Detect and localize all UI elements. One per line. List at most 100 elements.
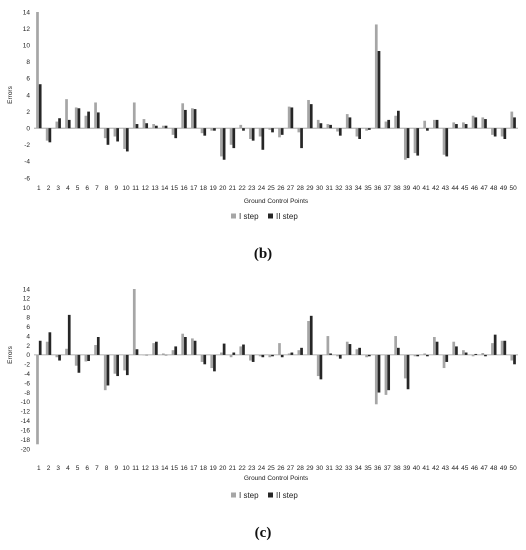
bar-i-step bbox=[307, 99, 310, 129]
x-tick-label: 29 bbox=[306, 465, 314, 472]
y-tick-label: 6 bbox=[26, 324, 30, 331]
x-tick-label: 11 bbox=[132, 465, 139, 472]
bar-ii-step bbox=[338, 354, 342, 359]
figure-caption: (c) bbox=[255, 525, 272, 541]
x-tick-label: 24 bbox=[258, 185, 266, 192]
bar-ii-step bbox=[493, 128, 497, 137]
bar-ii-step bbox=[116, 128, 119, 142]
legend-label: II step bbox=[276, 491, 298, 500]
bar-i-step bbox=[84, 354, 88, 362]
bar-i-step bbox=[181, 333, 185, 355]
bar-i-step bbox=[45, 341, 49, 355]
bar-ii-step bbox=[135, 349, 139, 355]
y-tick-label: 12 bbox=[23, 26, 31, 33]
legend: I step II step bbox=[231, 491, 298, 500]
bar-i-step bbox=[481, 353, 485, 355]
bar-i-step bbox=[278, 343, 281, 355]
bar-i-step bbox=[152, 343, 155, 355]
x-tick-label: 31 bbox=[326, 185, 334, 192]
y-tick-label: 2 bbox=[26, 109, 30, 116]
bar-i-step bbox=[210, 128, 214, 131]
x-tick-label: 37 bbox=[384, 185, 392, 192]
bar-i-step bbox=[297, 350, 301, 355]
bar-ii-step bbox=[455, 346, 458, 355]
bar-i-step bbox=[268, 128, 272, 130]
bar-ii-step bbox=[271, 354, 274, 357]
bar-i-step bbox=[433, 337, 436, 355]
x-tick-label: 10 bbox=[122, 185, 130, 192]
bar-ii-step bbox=[106, 354, 110, 386]
bar-i-step bbox=[384, 121, 388, 129]
x-tick-label: 48 bbox=[490, 185, 498, 192]
y-tick-label: 10 bbox=[23, 43, 31, 50]
bar-i-step bbox=[74, 354, 78, 366]
x-tick-label: 8 bbox=[105, 185, 109, 192]
bar-i-step bbox=[471, 115, 475, 129]
bar-ii-step bbox=[242, 344, 245, 355]
bar-i-step bbox=[55, 121, 59, 129]
bar-ii-step bbox=[261, 128, 265, 150]
bar-ii-step bbox=[416, 128, 420, 156]
y-tick-label: -20 bbox=[21, 446, 31, 453]
x-tick-label: 43 bbox=[442, 465, 450, 472]
bar-ii-step bbox=[435, 341, 439, 355]
y-tick-label: 14 bbox=[23, 286, 31, 293]
bar-ii-step bbox=[319, 123, 323, 129]
bar-i-step bbox=[326, 124, 330, 129]
bar-ii-step bbox=[367, 128, 371, 130]
bar-i-step bbox=[200, 128, 204, 134]
bar-ii-step bbox=[445, 128, 449, 157]
y-tick-label: 4 bbox=[26, 92, 30, 99]
x-tick-label: 36 bbox=[374, 185, 382, 192]
x-tick-label: 1 bbox=[37, 185, 41, 192]
x-tick-label: 23 bbox=[248, 185, 256, 192]
bar-ii-step bbox=[67, 314, 71, 355]
bar-i-step bbox=[161, 353, 165, 355]
bar-ii-step bbox=[106, 128, 110, 145]
x-tick-label: 18 bbox=[200, 185, 208, 192]
bar-ii-step bbox=[251, 128, 255, 141]
bar-i-step bbox=[84, 115, 88, 129]
bar-i-step bbox=[316, 119, 320, 129]
x-tick-label: 20 bbox=[219, 465, 227, 472]
bar-i-step bbox=[326, 336, 330, 355]
bar-ii-step bbox=[184, 337, 187, 355]
bar-i-step bbox=[268, 354, 272, 358]
bar-ii-step bbox=[213, 354, 216, 372]
bar-ii-step bbox=[387, 119, 391, 129]
bar-ii-step bbox=[280, 354, 284, 358]
bar-i-step bbox=[249, 354, 252, 361]
y-tick-label: -4 bbox=[24, 371, 30, 378]
bar-ii-step bbox=[397, 110, 400, 129]
bar-i-step bbox=[510, 354, 514, 361]
x-tick-label: 19 bbox=[209, 185, 217, 192]
bar-ii-step bbox=[87, 111, 90, 129]
bar-ii-step bbox=[387, 354, 391, 391]
x-tick-label: 41 bbox=[422, 465, 430, 472]
bar-ii-step bbox=[329, 353, 332, 355]
bar-ii-step bbox=[232, 352, 236, 355]
x-tick-label: 5 bbox=[76, 465, 80, 472]
bar-i-step bbox=[258, 128, 262, 137]
bar-ii-step bbox=[184, 109, 187, 129]
y-tick-label: 4 bbox=[26, 333, 30, 340]
bar-i-step bbox=[94, 345, 97, 355]
bar-i-step bbox=[481, 117, 485, 129]
bar-ii-step bbox=[77, 108, 81, 129]
x-tick-label: 9 bbox=[114, 465, 118, 472]
x-tick-label: 15 bbox=[171, 465, 179, 472]
bar-i-step bbox=[491, 343, 494, 355]
y-tick-label: 10 bbox=[23, 305, 31, 312]
x-tick-label: 5 bbox=[76, 185, 80, 192]
bar-ii-step bbox=[348, 344, 352, 355]
bar-i-step bbox=[152, 124, 155, 129]
x-tick-label: 16 bbox=[180, 465, 188, 472]
x-tick-label: 44 bbox=[451, 465, 459, 472]
bar-i-step bbox=[336, 354, 339, 357]
x-tick-label: 16 bbox=[180, 185, 188, 192]
bar-i-step bbox=[200, 354, 204, 362]
x-tick-label: 49 bbox=[500, 465, 508, 472]
x-tick-label: 21 bbox=[229, 185, 237, 192]
x-tick-label: 4 bbox=[66, 185, 70, 192]
x-tick-label: 34 bbox=[355, 185, 363, 192]
